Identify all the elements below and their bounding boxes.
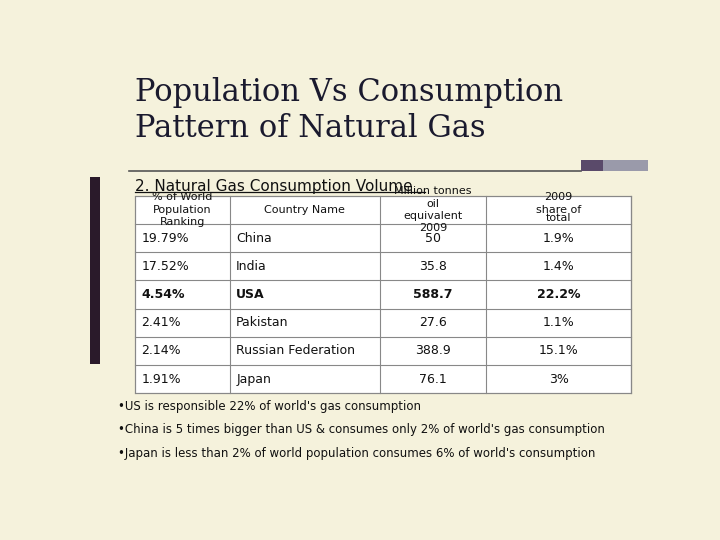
Text: 3%: 3% — [549, 373, 569, 386]
FancyBboxPatch shape — [581, 160, 603, 171]
Text: Country Name: Country Name — [264, 205, 346, 215]
Text: •China is 5 times bigger than US & consumes only 2% of world's gas consumption: •China is 5 times bigger than US & consu… — [118, 423, 605, 436]
Text: Population Vs Consumption
Pattern of Natural Gas: Population Vs Consumption Pattern of Nat… — [135, 77, 563, 144]
Text: China: China — [236, 232, 272, 245]
Text: 1.91%: 1.91% — [141, 373, 181, 386]
Text: 2.41%: 2.41% — [141, 316, 181, 329]
Text: 15.1%: 15.1% — [539, 345, 579, 357]
Text: 2009
share of: 2009 share of — [536, 192, 581, 215]
Text: •Japan is less than 2% of world population consumes 6% of world's consumption: •Japan is less than 2% of world populati… — [118, 447, 595, 460]
Text: 1.9%: 1.9% — [543, 232, 575, 245]
FancyBboxPatch shape — [603, 160, 648, 171]
Text: 1.1%: 1.1% — [543, 316, 575, 329]
Text: 76.1: 76.1 — [419, 373, 447, 386]
Text: 388.9: 388.9 — [415, 345, 451, 357]
Text: total: total — [546, 213, 572, 223]
Text: 2.14%: 2.14% — [141, 345, 181, 357]
Text: Japan: Japan — [236, 373, 271, 386]
Text: 4.54%: 4.54% — [141, 288, 185, 301]
Text: 2. Natural Gas Consumption Volume: 2. Natural Gas Consumption Volume — [135, 179, 413, 194]
Text: Pakistan: Pakistan — [236, 316, 289, 329]
Text: Million tonnes
oil
equivalent
2009: Million tonnes oil equivalent 2009 — [395, 186, 472, 233]
Text: 17.52%: 17.52% — [141, 260, 189, 273]
Text: India: India — [236, 260, 267, 273]
Text: 19.79%: 19.79% — [141, 232, 189, 245]
Text: Russian Federation: Russian Federation — [236, 345, 355, 357]
FancyBboxPatch shape — [90, 177, 100, 364]
Text: USA: USA — [236, 288, 265, 301]
Text: 35.8: 35.8 — [419, 260, 447, 273]
Text: 27.6: 27.6 — [419, 316, 447, 329]
Text: % of World
Population
Ranking: % of World Population Ranking — [152, 192, 212, 227]
Text: •US is responsible 22% of world's gas consumption: •US is responsible 22% of world's gas co… — [118, 400, 421, 413]
Text: 50: 50 — [426, 232, 441, 245]
Text: 22.2%: 22.2% — [537, 288, 580, 301]
Text: 588.7: 588.7 — [413, 288, 453, 301]
FancyBboxPatch shape — [135, 196, 631, 393]
Text: 1.4%: 1.4% — [543, 260, 575, 273]
